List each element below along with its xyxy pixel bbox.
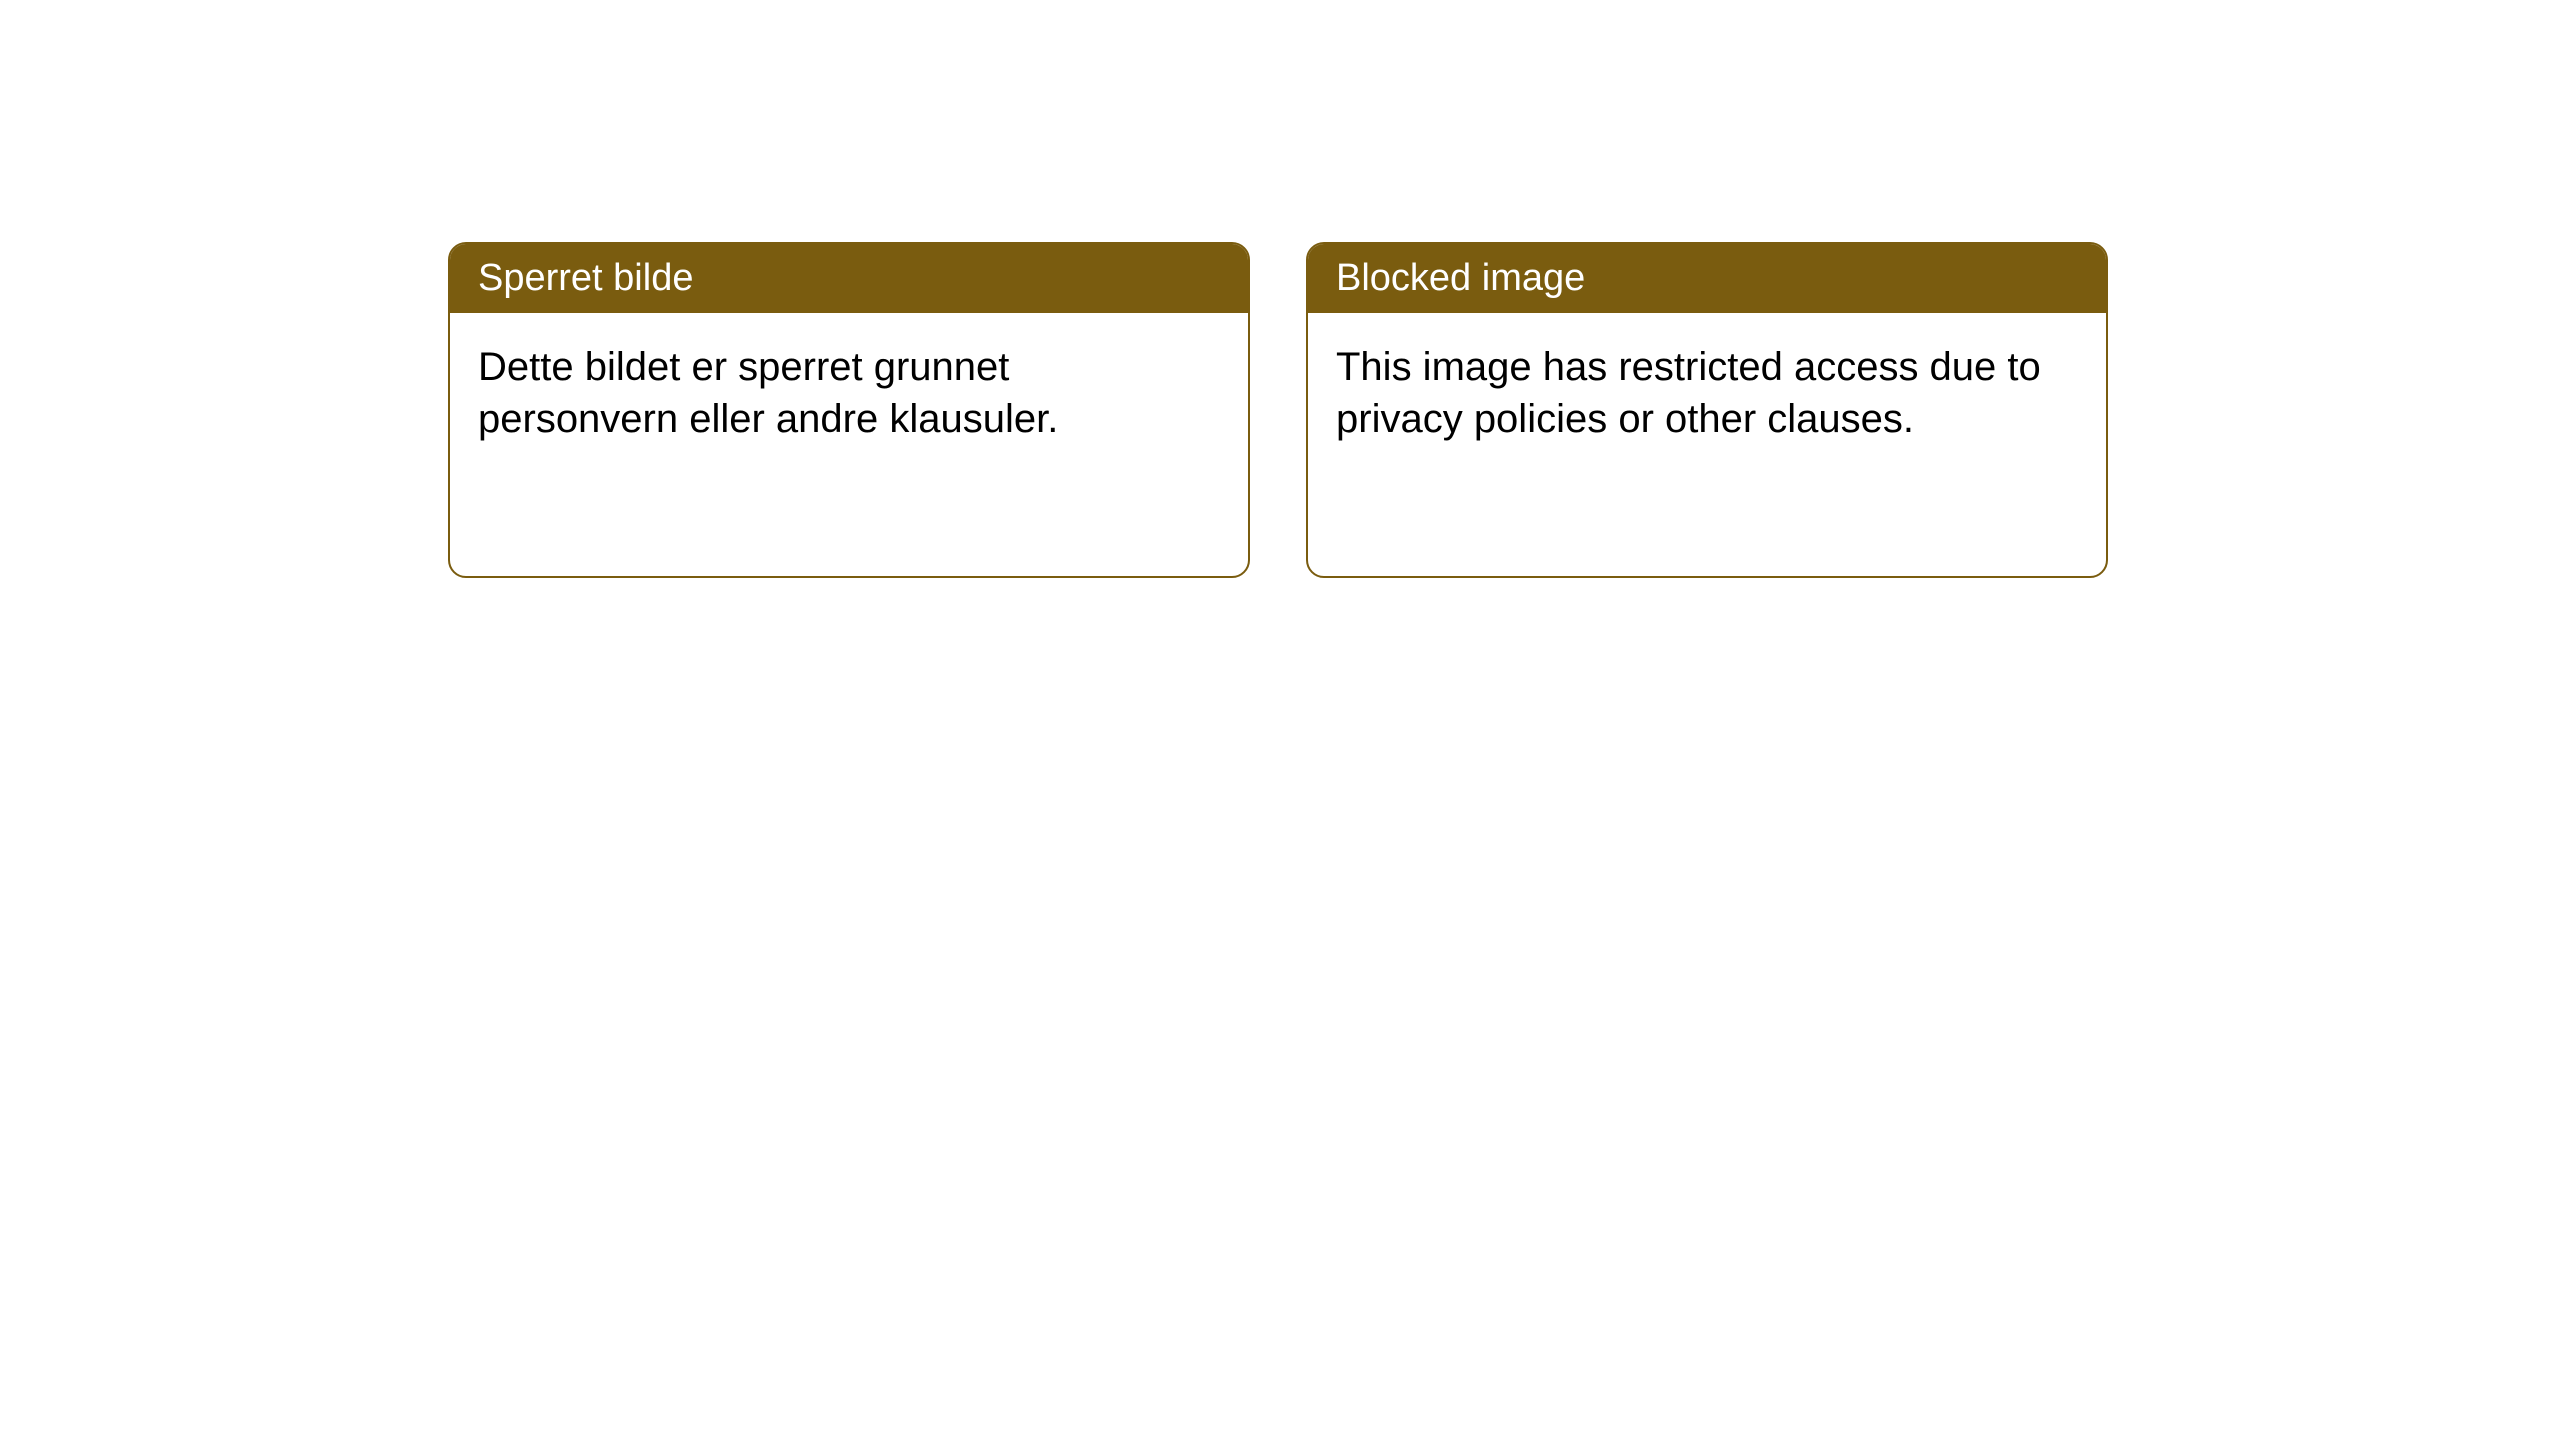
card-title: Blocked image <box>1336 257 1585 299</box>
card-body: This image has restricted access due to … <box>1308 313 2106 473</box>
card-message: Dette bildet er sperret grunnet personve… <box>478 345 1058 441</box>
card-title: Sperret bilde <box>478 257 693 299</box>
blocked-image-card-english: Blocked image This image has restricted … <box>1306 242 2108 578</box>
card-header: Sperret bilde <box>450 244 1248 313</box>
card-container: Sperret bilde Dette bildet er sperret gr… <box>0 0 2560 578</box>
blocked-image-card-norwegian: Sperret bilde Dette bildet er sperret gr… <box>448 242 1250 578</box>
card-body: Dette bildet er sperret grunnet personve… <box>450 313 1248 473</box>
card-message: This image has restricted access due to … <box>1336 345 2041 441</box>
card-header: Blocked image <box>1308 244 2106 313</box>
